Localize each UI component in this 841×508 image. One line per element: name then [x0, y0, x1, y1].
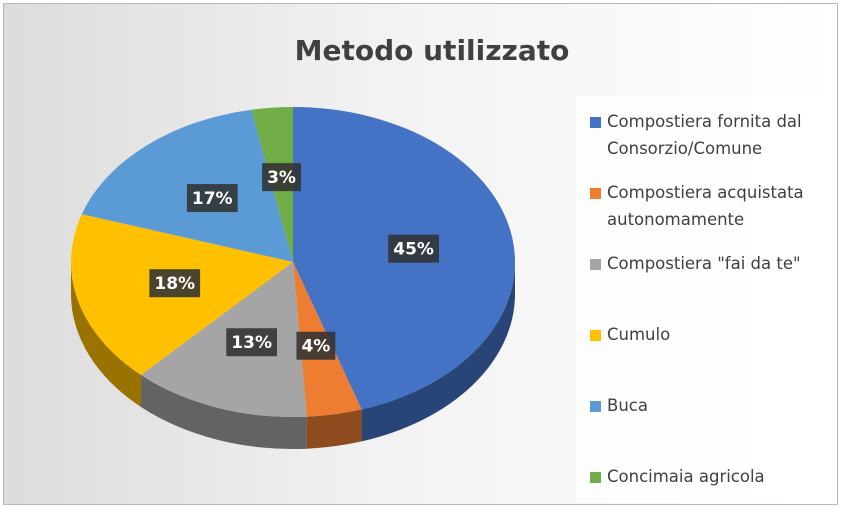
legend-label: Compostiera fornita dal Consorzio/Comune: [607, 112, 802, 158]
legend-label: Compostiera acquistata autonomamente: [607, 183, 804, 229]
legend-swatch: [590, 188, 601, 199]
legend-swatch: [590, 472, 601, 483]
slice: [141, 262, 307, 417]
legend-label: Compostiera "fai da te": [607, 254, 801, 273]
data-label: 13%: [231, 333, 272, 353]
data-label: 18%: [154, 274, 195, 294]
data-label-box: [149, 269, 201, 298]
data-label-box: [296, 331, 336, 360]
data-label: 17%: [192, 189, 233, 209]
legend-entry: Buca: [590, 392, 834, 419]
legend-label: Cumulo: [607, 325, 671, 344]
legend-swatch: [590, 259, 601, 270]
legend: Compostiera fornita dal Consorzio/Comune…: [576, 96, 837, 502]
legend-entry: Compostiera acquistata autonomamente: [590, 179, 834, 233]
legend-swatch: [590, 117, 601, 128]
slice-side: [141, 374, 307, 449]
legend-entry: Compostiera fornita dal Consorzio/Comune: [590, 108, 834, 162]
data-label: 45%: [393, 240, 434, 260]
data-label-box: [388, 234, 439, 263]
slice-side: [361, 262, 515, 442]
chart-title: Metodo utilizzato: [295, 34, 570, 67]
legend-label: Buca: [607, 396, 648, 415]
legend-entry: Compostiera "fai da te": [590, 250, 834, 277]
legend-label: Concimaia agricola: [607, 467, 765, 486]
data-label-box: [262, 163, 301, 192]
slice-side: [71, 262, 142, 407]
chart-area: Metodo utilizzato 45% 4% 13% 18% 17% 3% Compo…: [3, 3, 838, 505]
legend-entry: Cumulo: [590, 321, 834, 348]
chart: Metodo utilizzato 45% 4% 13% 18% 17% 3%: [70, 34, 570, 449]
slice-side: [306, 409, 362, 449]
legend-entry: Concimaia agricola: [590, 463, 834, 490]
data-label-box: [186, 184, 238, 213]
data-label: 3%: [267, 168, 296, 188]
data-label-box: [226, 328, 277, 357]
legend-swatch: [590, 330, 601, 341]
legend-swatch: [590, 401, 601, 412]
data-label: 4%: [301, 337, 330, 357]
